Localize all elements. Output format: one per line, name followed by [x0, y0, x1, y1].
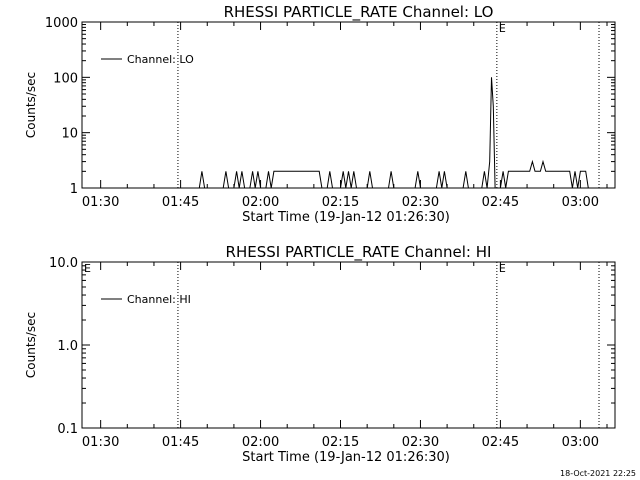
x-tick-label: 02:00: [242, 435, 279, 450]
time-marker-label: E: [499, 22, 506, 35]
chart-title: RHESSI PARTICLE_RATE Channel: HI: [226, 243, 492, 262]
x-tick-label: 02:15: [322, 195, 359, 210]
plot-frame: [81, 21, 616, 189]
y-axis-label: Counts/sec: [24, 72, 38, 138]
y-tick-label: 0.1: [57, 422, 78, 437]
x-tick-label: 02:45: [482, 195, 519, 210]
y-tick-label: 1: [70, 182, 78, 197]
time-marker-label: E: [499, 262, 506, 275]
legend-label: Channel: LO: [127, 53, 194, 66]
legend-label: Channel: HI: [127, 293, 191, 306]
y-tick-label: 10: [61, 127, 78, 142]
y-tick-label: 1000: [45, 16, 78, 31]
x-tick-label: 01:45: [162, 435, 199, 450]
x-tick-label: 01:45: [162, 195, 199, 210]
x-tick-label: 03:00: [562, 195, 599, 210]
x-tick-label: 02:15: [322, 435, 359, 450]
y-tick-label: 1.0: [57, 339, 78, 354]
plot-frame: [81, 261, 616, 429]
panel-hi: RHESSI PARTICLE_RATE Channel: HI Start Ti…: [24, 243, 616, 465]
y-tick-label: 10.0: [49, 256, 78, 271]
time-marker-label: E: [84, 262, 91, 275]
x-tick-label: 02:30: [402, 435, 439, 450]
series-line-0: [82, 77, 615, 189]
x-axis-label: Start Time (19-Jan-12 01:26:30): [242, 450, 450, 465]
x-tick-label: 02:30: [402, 195, 439, 210]
panel-lo: RHESSI PARTICLE_RATE Channel: LO Start Ti…: [24, 3, 616, 225]
footer-timestamp: 18-Oct-2021 22:25: [560, 469, 636, 478]
x-axis-label: Start Time (19-Jan-12 01:26:30): [242, 210, 450, 225]
y-axis-label: Counts/sec: [24, 312, 38, 378]
x-tick-label: 02:00: [242, 195, 279, 210]
x-tick-label: 03:00: [562, 435, 599, 450]
x-tick-label: 01:30: [82, 195, 119, 210]
x-tick-label: 01:30: [82, 435, 119, 450]
chart-title: RHESSI PARTICLE_RATE Channel: LO: [224, 3, 494, 22]
x-tick-label: 02:45: [482, 435, 519, 450]
y-tick-label: 100: [53, 71, 78, 86]
